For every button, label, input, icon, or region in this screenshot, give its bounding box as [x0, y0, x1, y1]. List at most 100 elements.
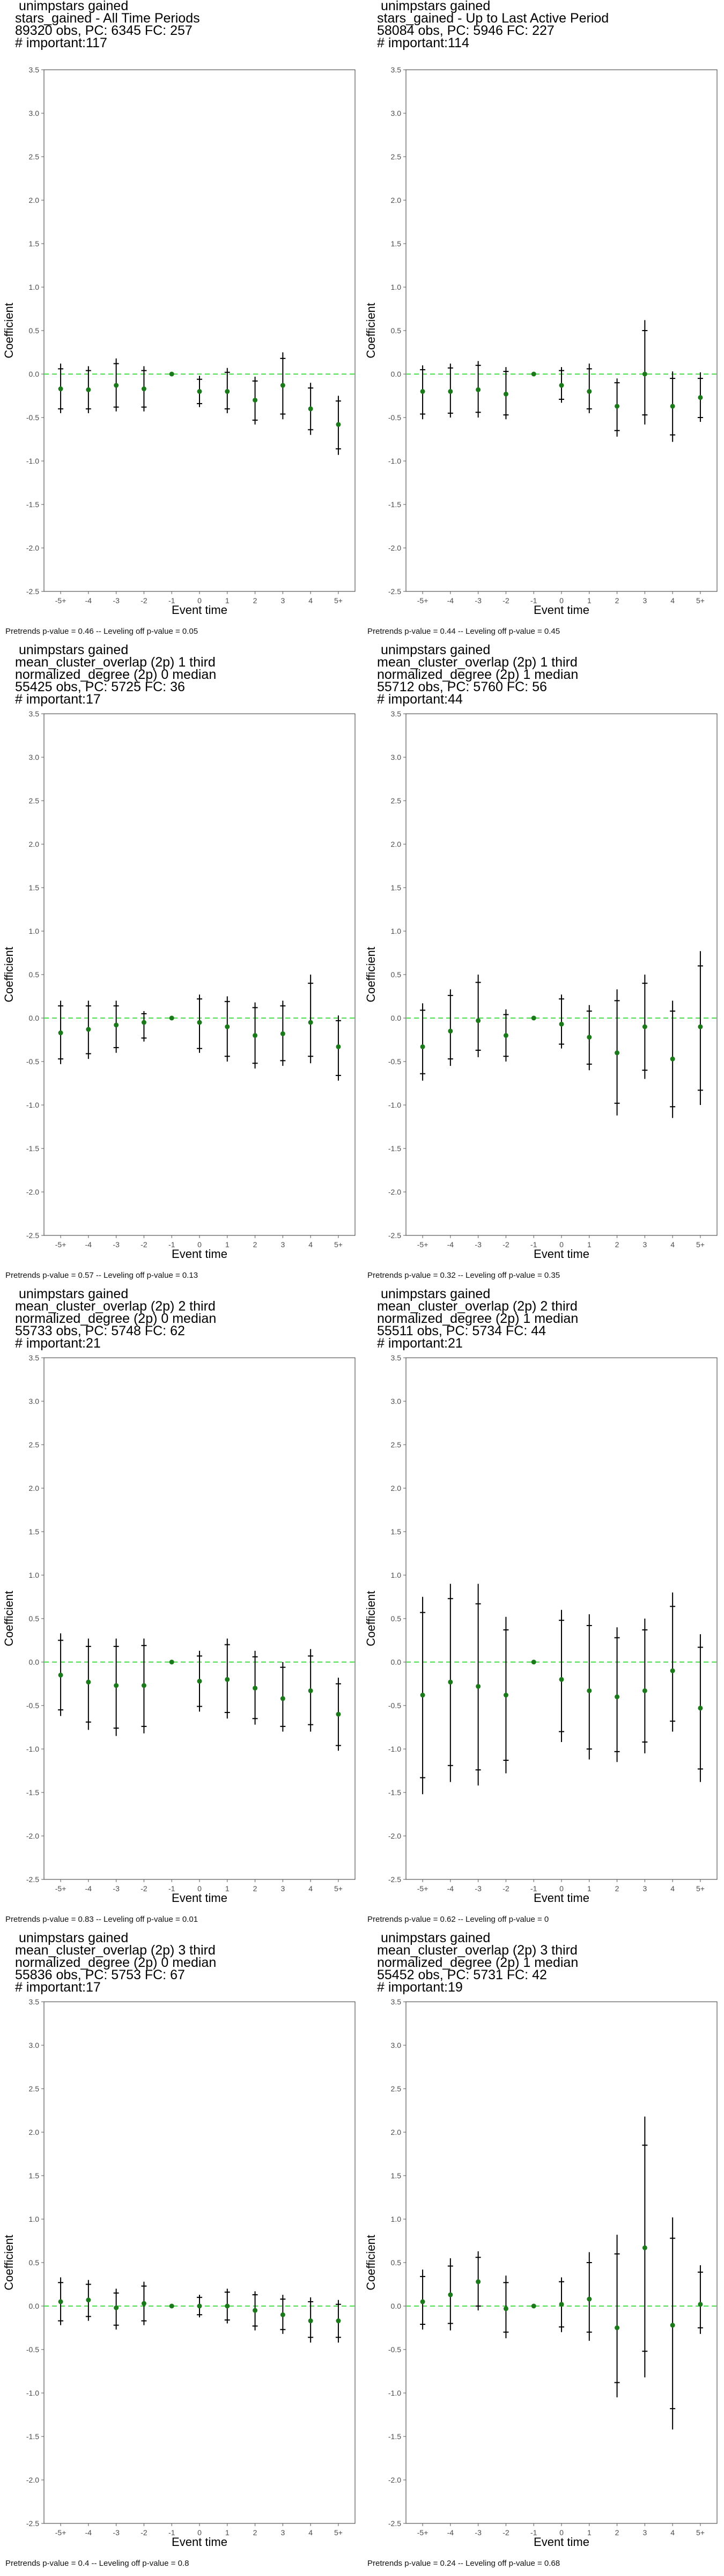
coefficient-point — [197, 1020, 202, 1025]
plot-frame — [43, 1357, 356, 1880]
y-axis-label: Coefficient — [2, 303, 16, 358]
x-tick-label: -3 — [475, 1240, 482, 1249]
y-tick-label: 0.5 — [29, 326, 40, 335]
y-tick-label: 1.0 — [29, 2215, 40, 2223]
y-tick-label: 0.5 — [29, 1614, 40, 1623]
y-tick-label: -1.0 — [388, 457, 401, 465]
y-tick-label: -1.5 — [388, 2432, 401, 2441]
chart-title-line: unimpstars gained — [15, 1286, 129, 1301]
chart-title-line: # important:21 — [377, 1336, 463, 1351]
coefficient-point — [225, 389, 230, 394]
x-tick-label: 1 — [587, 1884, 592, 1893]
x-tick-label: 1 — [225, 2528, 230, 2537]
x-tick-label: -4 — [447, 596, 454, 605]
chart-panel: unimpstars gained mean_cluster_overlap (2… — [362, 1931, 724, 2576]
coefficient-point — [503, 1033, 508, 1038]
y-tick-label: 1.0 — [29, 1571, 40, 1579]
x-tick-label: 5+ — [696, 1884, 705, 1893]
x-tick-label: 0 — [197, 2528, 202, 2537]
x-tick-label: 1 — [587, 1240, 592, 1249]
x-axis-label: Event time — [534, 603, 589, 617]
y-tick-label: 2.5 — [29, 1440, 40, 1449]
y-tick-label: 1.5 — [391, 883, 402, 892]
coefficient-point — [670, 404, 675, 409]
chart-title-line: 55712 obs, PC: 5760 FC: 56 — [377, 679, 547, 694]
y-tick-label: -2.5 — [26, 1875, 39, 1884]
coefficient-point — [587, 2296, 592, 2302]
chart-plot: -2.5 -2.0 -1.5 -1.0 -0.5 0.0 0.5 1.0 1.5 2.0 2.5 3.… — [364, 709, 718, 1261]
x-tick-label: 3 — [642, 1240, 647, 1249]
coefficient-point — [642, 2245, 647, 2250]
coefficient-point — [253, 1033, 258, 1038]
x-tick-label: 2 — [253, 596, 257, 605]
coefficient-point — [169, 371, 174, 377]
x-tick-label: -3 — [113, 1240, 120, 1249]
chart-plot: -2.5 -2.0 -1.5 -1.0 -0.5 0.0 0.5 1.0 1.5 2.0 2.5 3.… — [364, 65, 718, 617]
y-tick-label: 2.0 — [391, 840, 402, 848]
chart-panel: unimpstars gained mean_cluster_overlap (2… — [362, 1287, 724, 1932]
x-tick-label: 0 — [559, 596, 564, 605]
chart-title-line: mean_cluster_overlap (2p) 1 third — [15, 655, 216, 670]
x-tick-label: -3 — [475, 2528, 482, 2537]
x-tick-label: -1 — [530, 1240, 537, 1249]
x-tick-label: -2 — [503, 2528, 509, 2537]
x-tick-label: -2 — [141, 1240, 147, 1249]
y-tick-label: -1.5 — [388, 500, 401, 509]
chart-title-line: normalized_degree (2p) 0 median — [15, 1955, 217, 1970]
chart-plot: -2.5 -2.0 -1.5 -1.0 -0.5 0.0 0.5 1.0 1.5 2.0 2.5 3.… — [2, 1997, 356, 2549]
x-tick-label: -4 — [447, 1884, 454, 1893]
y-tick-label: 0.0 — [29, 370, 40, 378]
coefficient-point — [280, 2312, 285, 2317]
x-tick-label: 1 — [587, 596, 592, 605]
y-tick-label: 0.5 — [391, 970, 402, 979]
y-tick-label: 3.0 — [29, 1397, 40, 1406]
y-tick-label: 2.0 — [29, 2128, 40, 2136]
y-tick-label: 1.0 — [391, 927, 402, 935]
chart-title-line: unimpstars gained — [15, 1930, 129, 1945]
coefficient-point — [420, 1693, 425, 1698]
x-tick-label: -5+ — [55, 1240, 67, 1249]
x-tick-label: 5+ — [334, 596, 343, 605]
y-tick-label: 3.0 — [29, 2041, 40, 2050]
x-tick-label: -3 — [113, 596, 120, 605]
y-tick-label: -2.0 — [388, 1832, 401, 1840]
coefficient-point — [197, 389, 202, 394]
chart-title: unimpstars gained mean_cluster_overlap (2… — [377, 1287, 578, 1351]
chart-panel: unimpstars gained stars_gained - Up to La… — [362, 0, 724, 644]
footnote-pvalues: Pretrends p-value = 0.46 -- Leveling off… — [5, 627, 198, 636]
y-axis-label: Coefficient — [2, 947, 16, 1002]
x-tick-label: 2 — [253, 1884, 257, 1893]
y-tick-label: -0.5 — [388, 1701, 401, 1710]
x-tick-label: 3 — [642, 1884, 647, 1893]
x-tick-label: 2 — [253, 1240, 257, 1249]
coefficient-point — [448, 389, 453, 394]
x-tick-label: 2 — [615, 596, 619, 605]
chart-title-line: mean_cluster_overlap (2p) 3 third — [15, 1943, 216, 1958]
coefficient-point — [197, 1679, 202, 1684]
coefficient-point — [559, 1021, 564, 1027]
chart-title: unimpstars gained mean_cluster_overlap (2… — [15, 1930, 217, 1994]
chart-plot: -2.5 -2.0 -1.5 -1.0 -0.5 0.0 0.5 1.0 1.5 2.0 2.5 3.… — [364, 1997, 718, 2549]
coefficient-point — [615, 404, 620, 409]
coefficient-point — [197, 2303, 202, 2309]
x-tick-label: 2 — [615, 1884, 619, 1893]
x-tick-label: -2 — [141, 596, 147, 605]
coefficient-point — [225, 2303, 230, 2309]
chart-panel: unimpstars gained stars_gained - All Time… — [0, 0, 362, 644]
y-tick-label: 2.0 — [391, 196, 402, 204]
y-tick-label: 0.5 — [391, 2258, 402, 2267]
coefficient-point — [308, 2318, 313, 2324]
x-tick-label: 5+ — [334, 2528, 343, 2537]
x-tick-label: -3 — [113, 1884, 120, 1893]
x-tick-label: -4 — [447, 2528, 454, 2537]
y-tick-label: 1.0 — [391, 283, 402, 291]
coefficient-point — [559, 2302, 564, 2307]
coefficient-point — [615, 1050, 620, 1056]
coefficient-point — [141, 1683, 146, 1688]
x-tick-label: 3 — [642, 2528, 647, 2537]
x-tick-label: 3 — [280, 596, 285, 605]
x-tick-label: -5+ — [417, 1240, 429, 1249]
chart-title-line: unimpstars gained — [15, 642, 129, 657]
coefficient-point — [503, 391, 508, 397]
x-tick-label: 4 — [670, 596, 675, 605]
